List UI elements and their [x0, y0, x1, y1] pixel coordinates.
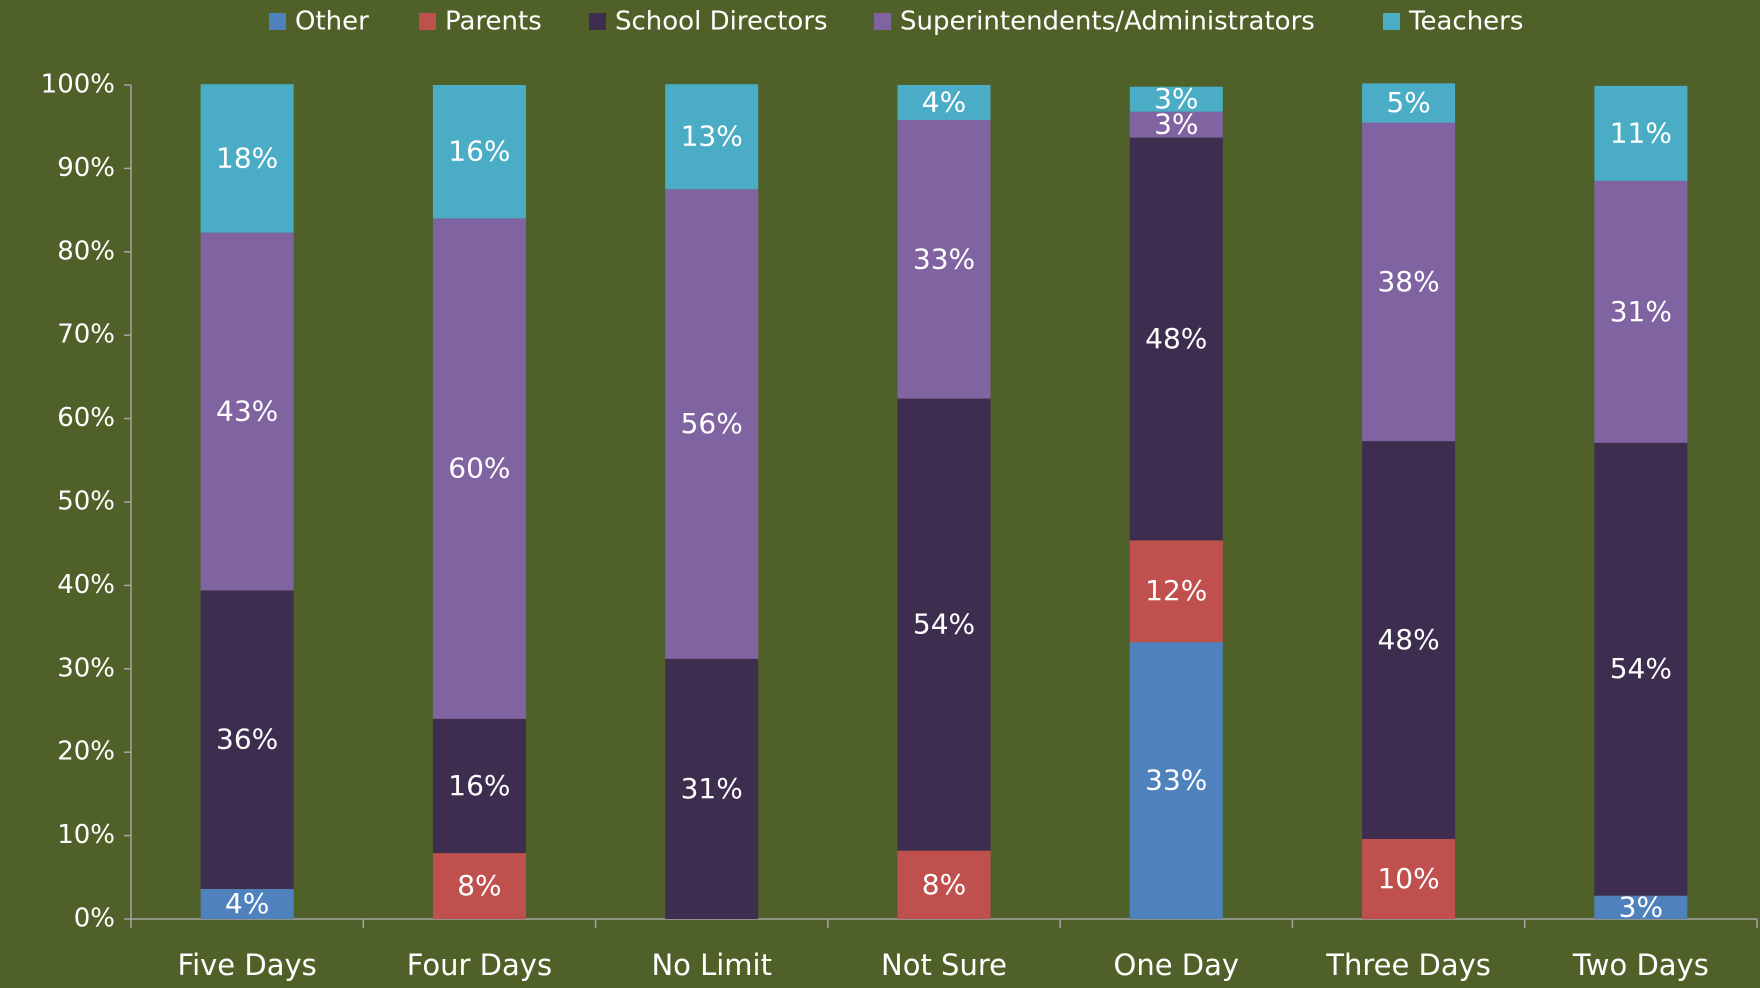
data-label: 33%	[1145, 764, 1207, 797]
data-label: 3%	[1619, 890, 1663, 923]
x-tick-label: Not Sure	[881, 948, 1007, 982]
data-label: 56%	[681, 407, 743, 440]
bar-segment	[1129, 111, 1223, 138]
bar-segment	[1129, 86, 1223, 112]
bar-segment	[432, 718, 526, 854]
y-tick-label: 50%	[57, 487, 115, 517]
bar-segment	[1594, 85, 1688, 181]
data-label: 33%	[913, 242, 975, 275]
data-label: 43%	[216, 395, 278, 428]
legend-swatch	[419, 13, 436, 30]
y-tick-label: 70%	[57, 320, 115, 350]
x-tick-label: Five Days	[178, 948, 317, 982]
bar-segment	[200, 84, 294, 233]
bar-segment	[432, 853, 526, 919]
legend-swatch	[1383, 13, 1400, 30]
legend-label: Other	[295, 7, 369, 37]
y-tick-label: 90%	[57, 153, 115, 183]
data-label: 10%	[1377, 862, 1439, 895]
y-tick-label: 30%	[57, 653, 115, 683]
data-label: 5%	[1386, 86, 1430, 119]
bar-segment	[1362, 83, 1456, 123]
data-label: 18%	[216, 141, 278, 174]
bar-segment	[1362, 441, 1456, 839]
data-label: 4%	[225, 887, 269, 920]
bar-segment	[665, 189, 759, 659]
y-tick-label: 80%	[57, 236, 115, 266]
data-label: 48%	[1145, 322, 1207, 355]
legend-label: Superintendents/Administrators	[900, 7, 1315, 37]
bar-segment	[432, 218, 526, 719]
bar-segment	[1129, 540, 1223, 643]
bar-segment	[432, 85, 526, 219]
data-label: 38%	[1377, 265, 1439, 298]
data-label: 48%	[1377, 623, 1439, 656]
legend-swatch	[269, 13, 286, 30]
data-label: 3%	[1154, 82, 1198, 115]
bar-segment	[1129, 642, 1223, 919]
legend-swatch	[589, 13, 606, 30]
legend-label: Parents	[445, 7, 542, 37]
bar-segment	[200, 232, 294, 591]
x-tick-label: One Day	[1114, 948, 1240, 982]
bar-segment	[897, 85, 991, 121]
bar-segment	[200, 888, 294, 919]
bar-segment	[1594, 442, 1688, 896]
data-label: 4%	[922, 86, 966, 119]
data-label: 16%	[448, 769, 510, 802]
data-label: 16%	[448, 135, 510, 168]
bar-segment	[665, 658, 759, 919]
data-label: 54%	[913, 608, 975, 641]
legend-label: Teachers	[1408, 7, 1523, 37]
y-tick-label: 40%	[57, 570, 115, 600]
bar-segment	[200, 590, 294, 889]
bar-segment	[665, 84, 759, 190]
y-tick-label: 20%	[57, 737, 115, 767]
data-label: 12%	[1145, 574, 1207, 607]
data-label: 54%	[1610, 652, 1672, 685]
bar-segment	[1129, 137, 1223, 541]
legend-swatch	[874, 13, 891, 30]
x-tick-label: Four Days	[407, 948, 552, 982]
legend-label: School Directors	[615, 7, 828, 37]
y-tick-label: 0%	[74, 904, 115, 934]
data-label: 11%	[1610, 116, 1672, 149]
bar-segment	[1594, 180, 1688, 443]
bar-segment	[897, 398, 991, 851]
data-label: 13%	[681, 120, 743, 153]
bar-segment	[1594, 895, 1688, 919]
y-tick-label: 60%	[57, 403, 115, 433]
x-tick-label: Three Days	[1325, 948, 1491, 982]
bar-segment	[1362, 122, 1456, 442]
bar-segment	[897, 850, 991, 919]
data-label: 8%	[457, 869, 501, 902]
y-tick-label: 100%	[41, 70, 115, 100]
bar-segment	[1362, 838, 1456, 919]
data-label: 36%	[216, 723, 278, 756]
data-label: 3%	[1154, 108, 1198, 141]
y-tick-label: 10%	[57, 820, 115, 850]
data-label: 8%	[922, 868, 966, 901]
bar-segment	[897, 120, 991, 399]
x-tick-label: No Limit	[651, 948, 772, 982]
data-label: 31%	[1610, 295, 1672, 328]
data-label: 31%	[681, 772, 743, 805]
x-tick-label: Two Days	[1572, 948, 1709, 982]
data-label: 60%	[448, 452, 510, 485]
